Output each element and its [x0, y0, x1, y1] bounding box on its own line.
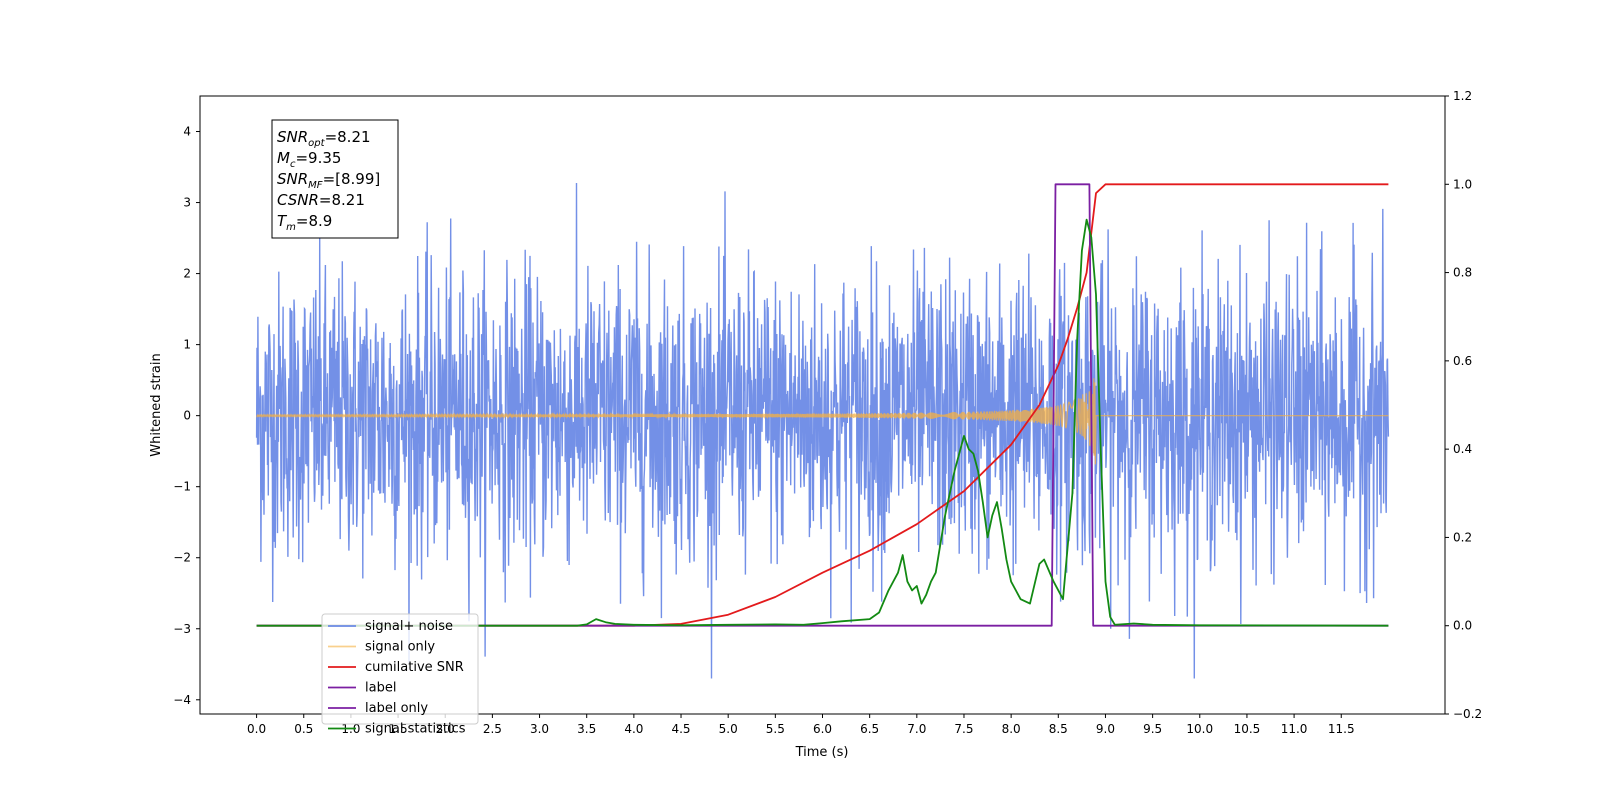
- annotation-line: SNRopt=8.21: [277, 128, 371, 149]
- series-signal-noise: [255, 182, 1390, 679]
- legend-entry: signal statistics: [365, 722, 466, 737]
- x-tick-label: 5.5: [766, 722, 785, 736]
- annotation-line: CSNR=8.21: [277, 191, 365, 209]
- x-tick-label: 8.0: [1002, 722, 1021, 736]
- y-left-tick-label: −2: [173, 551, 191, 565]
- y-axis-right: 1.2 1.0 0.8 0.6 0.4 0.2 0.0 −0.2: [1445, 89, 1482, 721]
- annotation-frame: [271, 119, 399, 239]
- legend-entry: signal+ noise: [365, 619, 453, 634]
- x-tick-label: 3.0: [530, 722, 549, 736]
- x-tick-label: 9.0: [1096, 722, 1115, 736]
- x-axis: 0.0 0.5 1.0 1.5 2.0 2.5 3.0 3.5 4.0 4.5 5.0 5.5 6.0 6…: [247, 714, 1355, 736]
- x-tick-label: 0.5: [294, 722, 313, 736]
- x-tick-label: 9.5: [1143, 722, 1162, 736]
- x-tick-label: 11.5: [1328, 722, 1355, 736]
- x-tick-label: 6.5: [860, 722, 879, 736]
- x-tick-label: 6.0: [813, 722, 832, 736]
- y-left-tick-label: −3: [173, 622, 191, 636]
- x-tick-label: 7.0: [907, 722, 926, 736]
- legend: signal+ noise signal only cumilative SNR la…: [321, 613, 479, 737]
- legend-entry: cumilative SNR: [365, 660, 464, 675]
- y-left-tick-label: −1: [173, 480, 191, 494]
- x-axis-label: Time (s): [795, 745, 849, 760]
- x-tick-label: 1.5: [389, 722, 408, 736]
- legend-entry: label: [365, 681, 396, 696]
- legend-entry: label only: [365, 701, 428, 716]
- y-right-tick-label: 0.0: [1453, 619, 1472, 633]
- x-tick-label: 10.0: [1186, 722, 1213, 736]
- annotation-line: Tm=8.9: [277, 212, 332, 233]
- y-left-tick-label: 4: [183, 125, 191, 139]
- y-axis-left: 4 3 2 1 0 −1 −2 −3 −4: [173, 125, 200, 707]
- x-tick-label: 5.0: [719, 722, 738, 736]
- legend-frame: [321, 613, 479, 725]
- y-right-tick-label: −0.2: [1453, 707, 1482, 721]
- x-tick-label: 7.5: [954, 722, 973, 736]
- y-axis-label: Whitened strain: [149, 353, 164, 456]
- y-left-tick-label: 2: [183, 267, 191, 281]
- y-left-tick-label: 3: [183, 196, 191, 210]
- x-tick-label: 2.0: [436, 722, 455, 736]
- x-tick-label: 4.0: [624, 722, 643, 736]
- y-right-tick-label: 0.2: [1453, 530, 1472, 544]
- series-signal-only: [256, 378, 1389, 465]
- plot-area: [255, 182, 1390, 679]
- x-tick-label: 8.5: [1049, 722, 1068, 736]
- x-tick-label: 2.5: [483, 722, 502, 736]
- x-tick-label: 11.0: [1281, 722, 1308, 736]
- y-right-tick-label: 0.8: [1453, 266, 1472, 280]
- series-signal-statistics: [256, 218, 1389, 627]
- x-tick-label: 4.5: [671, 722, 690, 736]
- series-label: [256, 183, 1389, 627]
- y-right-tick-label: 1.0: [1453, 177, 1472, 191]
- y-right-tick-label: 1.2: [1453, 89, 1472, 103]
- x-tick-label: 0.0: [247, 722, 266, 736]
- y-right-tick-label: 0.6: [1453, 354, 1472, 368]
- y-left-tick-label: 1: [183, 338, 191, 352]
- x-tick-label: 10.5: [1234, 722, 1261, 736]
- annotation-line: SNRMF=[8.99]: [277, 170, 380, 191]
- y-right-tick-label: 0.4: [1453, 442, 1472, 456]
- legend-entry: signal only: [365, 640, 435, 655]
- y-left-tick-label: 0: [183, 409, 191, 423]
- y-left-tick-label: −4: [173, 693, 191, 707]
- x-tick-label: 3.5: [577, 722, 596, 736]
- annotation-line: Mc=9.35: [277, 149, 341, 170]
